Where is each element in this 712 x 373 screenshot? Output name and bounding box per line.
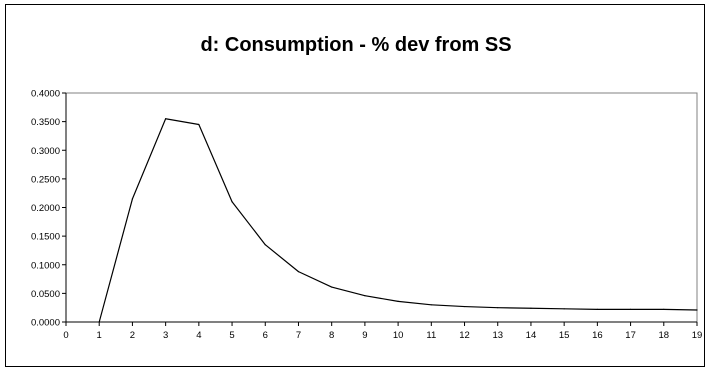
x-tick-label: 2 — [130, 330, 135, 341]
x-tick-label: 6 — [263, 330, 268, 341]
y-tick-label: 0.3500 — [31, 117, 60, 128]
y-tick-label: 0.2000 — [31, 203, 60, 214]
series-line-segment — [563, 308, 598, 311]
x-tick-label: 11 — [426, 330, 436, 341]
y-tick-label: 0.3000 — [31, 146, 60, 157]
x-tick-label: 13 — [492, 330, 503, 341]
x-tick-label: 0 — [63, 330, 68, 341]
y-tick-label: 0.1000 — [31, 260, 60, 271]
y-tick-label: 0.1500 — [31, 232, 60, 243]
y-tick-label: 0.4000 — [31, 89, 60, 100]
x-tick-label: 4 — [196, 330, 201, 341]
series-line-segment — [430, 304, 466, 308]
x-tick-label: 9 — [362, 330, 367, 341]
x-tick-label: 5 — [229, 330, 234, 341]
series-line-segment — [463, 305, 499, 309]
series-line-segment — [530, 307, 565, 310]
series-line-segment — [331, 286, 366, 297]
x-tick-label: 3 — [163, 330, 168, 341]
x-tick-label: 15 — [559, 330, 570, 341]
series-layer — [98, 118, 698, 323]
series-line-segment — [198, 123, 233, 203]
series-line-segment — [98, 198, 134, 323]
axis-ticks: 0.0000 0.0500 0.1000 0.1500 0.2000 0.2500 0.30… — [31, 89, 702, 342]
x-tick-label: 12 — [459, 330, 470, 341]
x-tick-label: 10 — [393, 330, 404, 341]
series-line-segment — [297, 271, 333, 288]
chart-title: d: Consumption - % dev from SS — [200, 34, 511, 56]
x-tick-label: 8 — [329, 330, 334, 341]
y-tick-label: 0.0000 — [31, 318, 60, 329]
x-tick-label: 18 — [659, 330, 670, 341]
series-line-segment — [131, 118, 167, 200]
series-line-segment — [264, 244, 300, 273]
plot-area — [65, 92, 698, 323]
x-tick-label: 19 — [692, 330, 703, 341]
series-line-segment — [497, 307, 532, 309]
series-line-segment — [364, 295, 399, 302]
x-tick-label: 14 — [526, 330, 537, 341]
y-tick-label: 0.2500 — [31, 174, 60, 185]
series-line-segment — [231, 201, 266, 246]
x-tick-label: 7 — [296, 330, 301, 341]
x-tick-label: 16 — [592, 330, 603, 341]
x-tick-label: 17 — [625, 330, 636, 341]
series-line-segment — [397, 300, 432, 306]
x-tick-label: 1 — [97, 330, 102, 341]
series-line-segment — [663, 308, 698, 311]
series-line-segment — [165, 118, 200, 126]
y-tick-label: 0.0500 — [31, 289, 60, 300]
